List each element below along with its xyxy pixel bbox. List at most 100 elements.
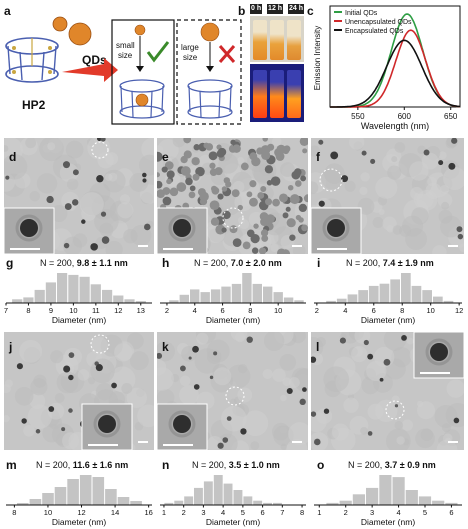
time-label-0: 0 h <box>250 4 263 14</box>
nanoparticle <box>282 212 289 219</box>
tem-noise <box>23 424 36 437</box>
tem-noise <box>29 190 40 202</box>
nanoparticle <box>221 227 227 233</box>
nanoparticle <box>21 418 27 424</box>
nanoparticle <box>401 335 407 341</box>
nanoparticle <box>72 169 79 176</box>
hist-bar-0-7 <box>90 284 101 304</box>
hist-title-h: N = 200, 7.0 ± 2.0 nm <box>194 258 282 268</box>
tem-noise <box>157 139 179 161</box>
histogram-m: 8 10 12 14 16 Diameter (nm) <box>4 471 154 529</box>
hist-tick-label-4-4: 5 <box>241 508 245 517</box>
hist-bar-0-5 <box>68 274 79 303</box>
vial-photo: 0 h 12 h 24 h <box>250 4 304 122</box>
panel-label-c: c <box>307 4 314 18</box>
nanoparticle <box>383 358 391 366</box>
nanoparticle <box>283 145 291 153</box>
tem-noise <box>54 393 65 403</box>
hist-bar-4-11 <box>273 502 282 505</box>
nanoparticle <box>223 177 231 184</box>
hist-tick-label-5-1: 2 <box>344 508 348 517</box>
tem-noise <box>427 176 437 187</box>
tem-image-f <box>311 138 464 254</box>
hist-bar-0-0 <box>12 299 23 304</box>
hist-xlabel-3: Diameter (nm) <box>52 517 106 527</box>
hist-bar-1-3 <box>200 292 210 303</box>
nanoparticle <box>262 215 268 221</box>
scale-bar <box>138 441 148 443</box>
tem-noise <box>104 173 113 182</box>
nanoparticle <box>63 242 70 249</box>
nanoparticle <box>144 223 151 231</box>
tem-noise <box>375 176 398 199</box>
inset-particle <box>430 343 448 361</box>
hist-bar-1-2 <box>190 289 200 303</box>
tem-noise <box>33 374 47 388</box>
emission-xlabel: Wavelength (nm) <box>361 121 429 131</box>
tem-image-j <box>4 332 154 450</box>
nanoparticle <box>162 187 171 195</box>
hist-bar-0-3 <box>45 282 56 303</box>
hist-tick-label-0-1: 8 <box>26 306 30 315</box>
histogram-i: 2 4 6 8 10 12 Diameter (nm) <box>312 269 464 327</box>
nanoparticle <box>302 387 307 392</box>
tem-noise <box>179 385 199 405</box>
highlight-circle <box>319 168 343 192</box>
hist-bar-4-10 <box>263 502 272 505</box>
nanoparticle <box>188 191 196 199</box>
nanoparticle <box>230 139 236 145</box>
inset-scale-bar <box>420 372 450 374</box>
nanoparticle <box>270 176 281 186</box>
tem-noise <box>272 368 286 383</box>
tem-noise <box>446 379 464 398</box>
hist-tick-label-4-7: 8 <box>300 508 304 517</box>
hist-tick-label-2-2: 6 <box>372 306 376 315</box>
hist-xlabel-5: Diameter (nm) <box>361 517 415 527</box>
tem-noise <box>360 426 368 435</box>
hist-bar-0-11 <box>135 301 146 303</box>
nanoparticle <box>169 187 179 197</box>
histogram-h: 2 4 6 8 10 Diameter (nm) <box>158 269 308 327</box>
hist-tick-label-3-2: 12 <box>77 508 85 517</box>
tem-noise <box>121 382 133 394</box>
nanoparticle <box>286 387 293 395</box>
tem-noise <box>262 368 273 380</box>
tem-noise <box>119 194 131 205</box>
nanoparticle <box>264 198 273 206</box>
tem-noise <box>99 222 114 237</box>
hist-tick-label-5-4: 5 <box>423 508 427 517</box>
nanoparticle <box>61 427 66 432</box>
nanoparticle <box>232 144 241 153</box>
nanoparticle <box>95 364 103 372</box>
encapsulation-schematic: HP2 QDs small size large size <box>5 16 242 125</box>
tem-noise <box>273 425 294 446</box>
inset-scale-bar <box>10 248 40 250</box>
nanoparticle <box>277 248 286 254</box>
tem-noise <box>63 236 82 254</box>
nanoparticle <box>192 173 200 181</box>
nanoparticle <box>68 374 74 381</box>
hist-bar-2-7 <box>401 273 411 303</box>
tem-noise <box>229 398 237 406</box>
nanoparticle <box>97 138 102 142</box>
tem-noise <box>36 173 58 194</box>
nanoparticle <box>157 352 163 359</box>
inset-particle <box>98 415 116 433</box>
nanoparticle <box>68 352 75 358</box>
tem-noise <box>113 343 133 362</box>
hist-bar-2-4 <box>368 285 379 303</box>
tem-noise <box>420 428 434 441</box>
tem-noise <box>348 138 365 150</box>
tem-noise <box>359 186 368 196</box>
nanoparticle <box>251 247 259 254</box>
hist-bar-1-6 <box>231 283 242 303</box>
nanoparticle <box>213 351 218 356</box>
emission-ylabel: Emission Intensity <box>313 26 322 90</box>
tem-noise <box>401 419 414 431</box>
nanoparticle <box>71 199 79 206</box>
tem-noise <box>270 243 279 253</box>
tem-noise <box>286 438 308 450</box>
nanoparticle <box>318 200 325 207</box>
tem-noise <box>311 181 319 195</box>
nanoparticle <box>266 180 273 186</box>
